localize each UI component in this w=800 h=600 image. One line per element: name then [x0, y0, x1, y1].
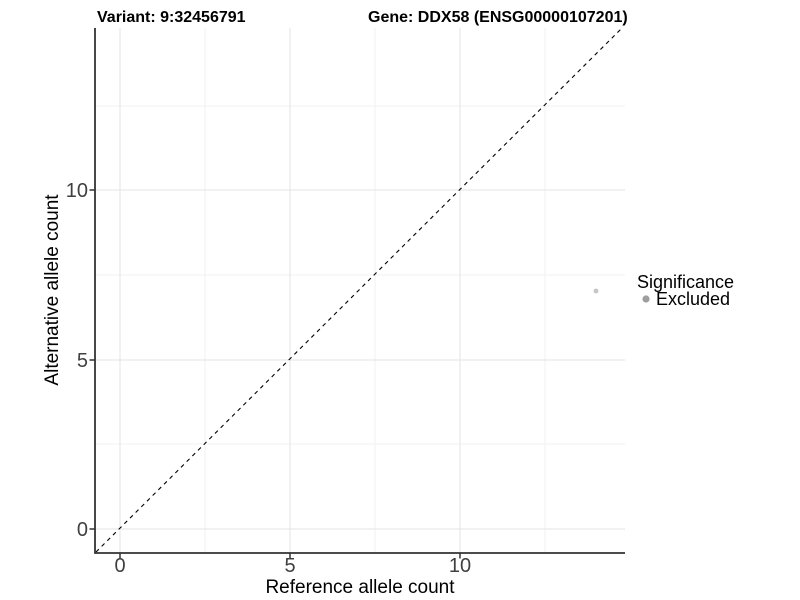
- tick-marks: [89, 189, 461, 559]
- x-tick-labels: 0 5 10: [114, 555, 471, 577]
- legend-label-excluded: Excluded: [656, 289, 730, 309]
- y-tick-labels: 0 5 10: [66, 180, 88, 541]
- y-tick-label-10: 10: [66, 180, 88, 202]
- gridlines-major: [95, 28, 625, 553]
- plot-title-gene: Gene: DDX58 (ENSG00000107201): [368, 9, 628, 26]
- legend-marker-excluded-icon: [642, 295, 650, 303]
- y-axis-title: Alternative allele count: [42, 194, 63, 386]
- x-tick-label-10: 10: [449, 555, 471, 577]
- x-axis-title: Reference allele count: [265, 577, 455, 598]
- x-tick-label-0: 0: [114, 555, 125, 577]
- gridlines-minor: [95, 28, 625, 553]
- axis-lines: [94, 28, 625, 554]
- legend: Significance Excluded: [637, 272, 734, 309]
- legend-title: Significance: [637, 272, 734, 292]
- x-tick-label-5: 5: [284, 555, 295, 577]
- data-point-excluded: [593, 288, 599, 294]
- y-tick-label-5: 5: [77, 350, 88, 372]
- identity-reference-line: [95, 27, 623, 553]
- plot-title-variant: Variant: 9:32456791: [97, 9, 246, 26]
- y-tick-label-0: 0: [77, 519, 88, 541]
